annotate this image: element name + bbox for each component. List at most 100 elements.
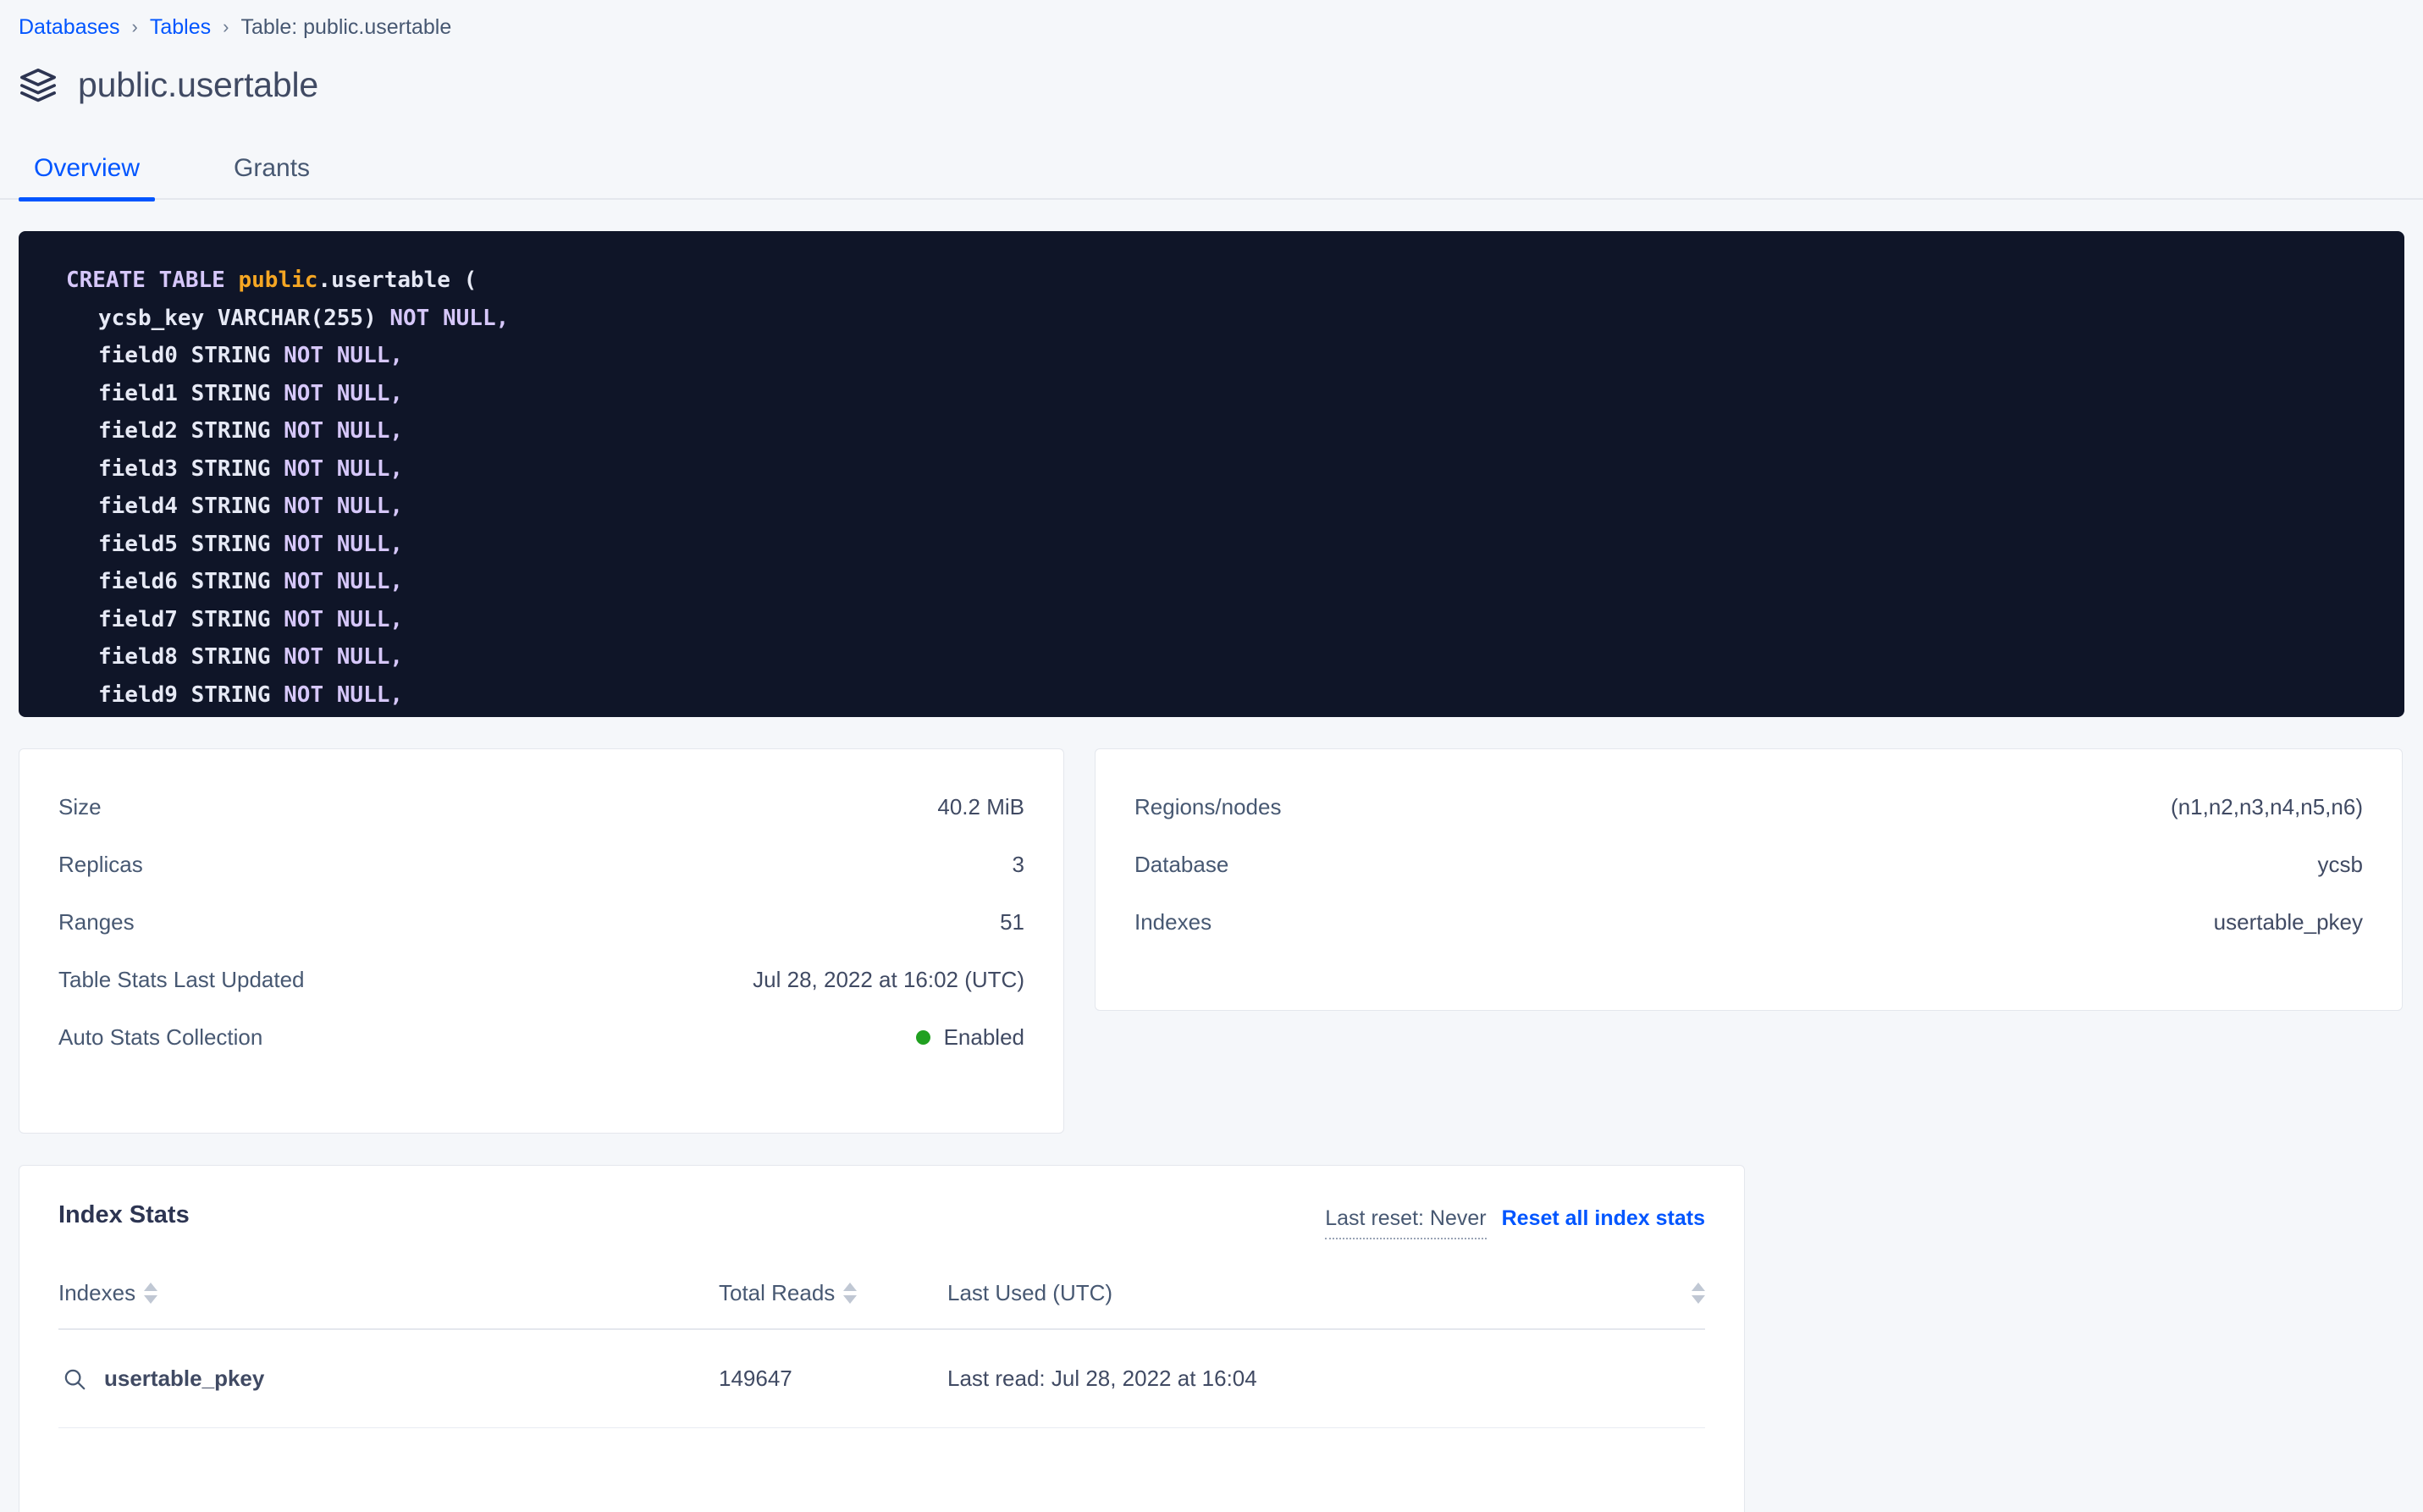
sql-code-line: field2 STRING NOT NULL, (19, 412, 2404, 450)
sql-code-line: field0 STRING NOT NULL, (19, 337, 2404, 375)
last-reset-label: Last reset: Never (1325, 1206, 1487, 1239)
stat-label: Replicas (58, 851, 143, 877)
stat-row-ranges: Ranges 51 (58, 893, 1024, 951)
status-badge-label: Enabled (943, 1024, 1024, 1050)
sql-code-line: CREATE TABLE public.usertable ( (19, 262, 2404, 300)
status-badge: Enabled (915, 1024, 1024, 1051)
sql-token: field7 STRING (98, 606, 284, 632)
stat-label: Size (58, 793, 102, 819)
table-row[interactable]: usertable_pkey 149647 Last read: Jul 28,… (58, 1330, 1705, 1428)
stat-label: Table Stats Last Updated (58, 966, 305, 992)
sql-token: public (238, 268, 318, 293)
column-header-indexes[interactable]: Indexes (58, 1280, 719, 1306)
sql-code-line: field9 STRING NOT NULL, (19, 676, 2404, 715)
sql-code-block: CREATE TABLE public.usertable (ycsb_key … (19, 231, 2404, 714)
sql-token: NOT NULL, (284, 606, 404, 632)
stat-value: 51 (1000, 908, 1024, 935)
sort-toggle-icon[interactable] (144, 1283, 158, 1304)
index-stats-title: Index Stats (58, 1201, 190, 1228)
last-used-cell: Last read: Jul 28, 2022 at 16:04 (947, 1366, 1257, 1391)
index-stats-header: Index Stats Last reset: Never Reset all … (58, 1201, 1705, 1239)
sql-code-line: field6 STRING NOT NULL, (19, 563, 2404, 601)
stat-value: (n1,n2,n3,n4,n5,n6) (2171, 793, 2363, 819)
sql-token: NOT NULL, (284, 380, 404, 406)
index-name-cell: usertable_pkey (58, 1366, 719, 1392)
sort-toggle-icon[interactable] (1692, 1283, 1705, 1304)
sql-token: field2 STRING (98, 418, 284, 444)
sql-code-line: field5 STRING NOT NULL, (19, 526, 2404, 564)
column-header-last-used[interactable]: Last Used (UTC) (947, 1280, 1705, 1306)
sql-token: field0 STRING (98, 343, 284, 368)
sql-token: NOT NULL, (389, 305, 510, 331)
stat-label: Database (1134, 851, 1229, 877)
index-stats-table: Indexes Total Reads Last Used (UTC) (58, 1280, 1705, 1428)
page-header: public.usertable (0, 40, 2423, 105)
stat-label: Ranges (58, 908, 135, 935)
stat-value: ycsb (2317, 851, 2363, 877)
stat-value: 40.2 MiB (937, 793, 1024, 819)
stat-row-indexes: Indexes usertable_pkey (1134, 893, 2363, 951)
breadcrumb-item-tables[interactable]: Tables (149, 15, 212, 39)
sql-token: CREATE TABLE (66, 268, 239, 293)
sql-code-line: field8 STRING NOT NULL, (19, 638, 2404, 676)
sql-token: field3 STRING (98, 455, 284, 482)
total-reads-cell: 149647 (719, 1366, 792, 1391)
table-details-card: Size 40.2 MiB Replicas 3 Ranges 51 Table… (19, 748, 1064, 1134)
index-name-label: usertable_pkey (104, 1366, 265, 1391)
sql-code-line: field1 STRING NOT NULL, (19, 375, 2404, 413)
stat-label: Regions/nodes (1134, 793, 1282, 819)
breadcrumb-separator-icon: › (131, 15, 138, 37)
stat-row-auto-stats-collection: Auto Stats Collection Enabled (58, 1008, 1024, 1066)
tab-grants[interactable]: Grants (218, 154, 325, 200)
sort-toggle-icon[interactable] (843, 1283, 858, 1304)
sql-token: NOT NULL, (284, 569, 404, 594)
sql-token: NOT NULL, (284, 343, 404, 368)
breadcrumb: Databases › Tables › Table: public.usert… (0, 0, 2423, 40)
sql-token: NOT NULL, (284, 455, 404, 482)
index-stats-card: Index Stats Last reset: Never Reset all … (19, 1165, 1745, 1512)
status-dot-icon (915, 1029, 930, 1045)
stat-row-size: Size 40.2 MiB (58, 778, 1024, 836)
stat-label: Auto Stats Collection (58, 1024, 263, 1050)
stat-value: usertable_pkey (2213, 908, 2363, 935)
breadcrumb-separator-icon: › (223, 15, 229, 37)
sql-token: field8 STRING (98, 644, 284, 670)
sql-token: field5 STRING (98, 531, 284, 557)
stat-label: Indexes (1134, 908, 1212, 935)
sql-token: .usertable ( (317, 268, 477, 293)
index-stats-actions: Last reset: Never Reset all index stats (1325, 1206, 1705, 1239)
sql-token: NOT NULL, (284, 418, 404, 444)
sql-token: NOT NULL, (284, 531, 404, 557)
stack-icon (19, 66, 58, 105)
sql-token: field6 STRING (98, 569, 284, 594)
tab-overview[interactable]: Overview (19, 154, 156, 201)
tab-bar: Overview Grants (0, 134, 2423, 201)
table-header-row: Indexes Total Reads Last Used (UTC) (58, 1280, 1705, 1330)
sql-token: field9 STRING (98, 682, 284, 708)
stat-row-regions-nodes: Regions/nodes (n1,n2,n3,n4,n5,n6) (1134, 778, 2363, 836)
column-header-total-reads[interactable]: Total Reads (719, 1280, 947, 1306)
sql-token: NOT NULL, (284, 494, 404, 519)
stat-row-replicas: Replicas 3 (58, 836, 1024, 893)
reset-all-index-stats-link[interactable]: Reset all index stats (1501, 1206, 1705, 1230)
create-table-statement-panel: CREATE TABLE public.usertable (ycsb_key … (19, 231, 2404, 717)
sql-code-line: ycsb_key VARCHAR(255) NOT NULL, (19, 300, 2404, 338)
column-header-label: Indexes (58, 1280, 136, 1305)
stat-value: Jul 28, 2022 at 16:02 (UTC) (753, 966, 1024, 992)
column-header-label: Last Used (UTC) (947, 1280, 1113, 1305)
sql-token: ycsb_key VARCHAR(255) (98, 305, 390, 331)
sql-token: field4 STRING (98, 494, 284, 519)
table-placement-card: Regions/nodes (n1,n2,n3,n4,n5,n6) Databa… (1095, 748, 2403, 1011)
breadcrumb-item-databases[interactable]: Databases (19, 15, 120, 39)
page-title: public.usertable (78, 65, 318, 104)
stat-row-table-stats-last-updated: Table Stats Last Updated Jul 28, 2022 at… (58, 951, 1024, 1008)
stat-value: 3 (1012, 851, 1024, 877)
stats-cards-row: Size 40.2 MiB Replicas 3 Ranges 51 Table… (19, 748, 2404, 1134)
breadcrumb-item-current: Table: public.usertable (240, 15, 452, 39)
stat-row-database: Database ycsb (1134, 836, 2363, 893)
search-icon (62, 1366, 87, 1392)
sql-token: field1 STRING (98, 380, 284, 406)
column-header-label: Total Reads (719, 1280, 836, 1305)
sql-token: NOT NULL, (284, 682, 404, 708)
sql-code-line: field4 STRING NOT NULL, (19, 488, 2404, 526)
